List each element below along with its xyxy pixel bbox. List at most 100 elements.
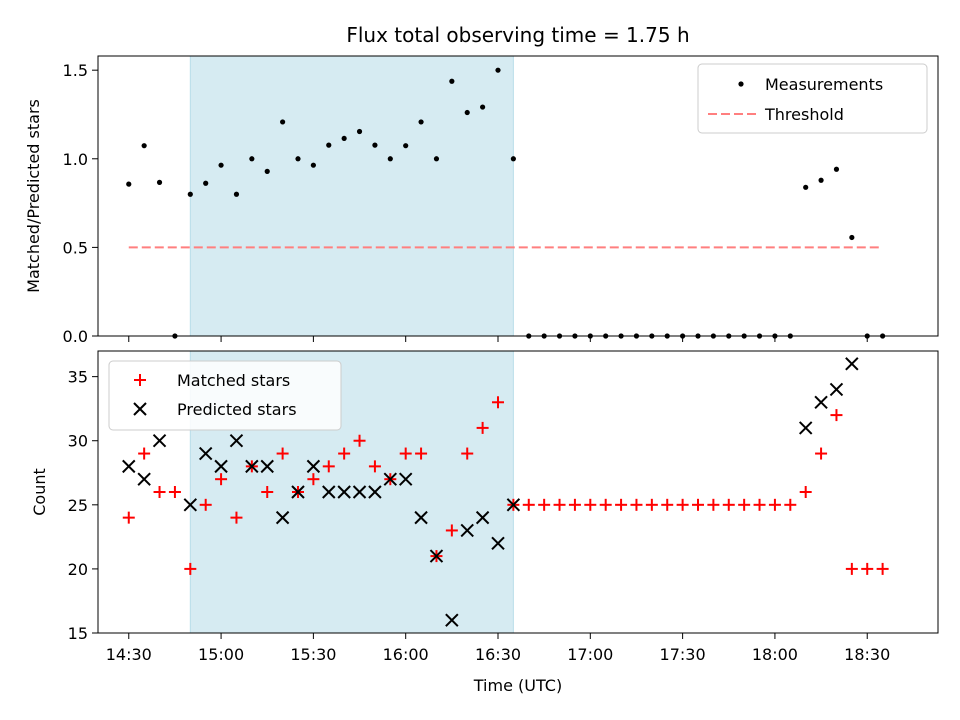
predicted-star-point xyxy=(829,382,844,397)
top-plot-frame xyxy=(97,55,939,337)
matched-star-point xyxy=(353,434,366,447)
measurement-point xyxy=(218,162,224,168)
measurement-point xyxy=(372,142,378,148)
bottom-data-marks xyxy=(122,357,889,627)
predicted-star-point xyxy=(260,459,274,474)
predicted-star-point xyxy=(491,536,505,550)
measurement-point xyxy=(387,156,393,162)
x-tick-label: 16:30 xyxy=(475,645,521,664)
legend-matched-label: Matched stars xyxy=(177,371,290,390)
measurement-point xyxy=(156,179,163,185)
legend-matched-marker xyxy=(134,374,146,386)
predicted-star-point xyxy=(814,395,828,409)
x-tick-label: 15:00 xyxy=(198,645,244,664)
matched-star-point xyxy=(845,562,858,575)
predicted-star-point xyxy=(845,357,859,371)
matched-star-point xyxy=(799,486,812,498)
predicted-star-point xyxy=(275,510,290,525)
matched-star-point xyxy=(368,460,381,473)
matched-star-point xyxy=(876,562,889,575)
x-tick-label: 18:30 xyxy=(844,645,890,664)
measurement-point xyxy=(310,162,316,168)
y-tick-label: 0.0 xyxy=(63,327,88,346)
matched-star-point xyxy=(722,498,735,511)
x-tick-label: 17:30 xyxy=(660,645,706,664)
legend-predicted-marker xyxy=(133,402,147,416)
legend-measurements-label: Measurements xyxy=(765,75,883,94)
matched-star-point xyxy=(753,498,766,511)
matched-star-point xyxy=(338,447,351,460)
predicted-star-point xyxy=(137,472,151,486)
predicted-star-point xyxy=(398,472,413,486)
matched-star-point xyxy=(599,498,612,511)
y-tick-label: 35 xyxy=(68,368,88,387)
measurement-point xyxy=(480,104,486,110)
top-y-ticks: 0.0 0.5 1.0 1.5 xyxy=(63,61,98,346)
measurement-point xyxy=(280,119,286,125)
matched-star-point xyxy=(307,473,320,486)
predicted-star-point xyxy=(183,498,198,512)
legend-predicted-label: Predicted stars xyxy=(177,400,297,419)
matched-star-point xyxy=(630,498,643,511)
y-tick-label: 1.0 xyxy=(63,150,88,169)
matched-star-point xyxy=(168,486,181,498)
measurement-point xyxy=(187,191,193,197)
measurement-point xyxy=(449,78,455,84)
predicted-star-point xyxy=(152,434,167,448)
matched-star-point xyxy=(153,486,166,498)
x-axis-label: Time (UTC) xyxy=(473,676,562,695)
matched-star-point xyxy=(584,498,597,511)
measurement-point xyxy=(849,234,855,241)
measurement-point xyxy=(833,166,840,172)
predicted-star-point xyxy=(306,459,321,474)
matched-star-point xyxy=(276,447,289,460)
matched-star-point xyxy=(661,498,674,511)
predicted-star-point xyxy=(337,485,351,499)
bottom-y-axis-label: Count xyxy=(30,468,49,516)
matched-star-point xyxy=(707,498,720,511)
matched-star-point xyxy=(676,498,689,511)
matched-star-point xyxy=(461,447,474,460)
predicted-star-point xyxy=(445,613,459,627)
predicted-star-point xyxy=(322,485,336,499)
measurement-point xyxy=(326,142,332,148)
matched-star-point xyxy=(522,498,535,511)
matched-star-point xyxy=(492,396,504,409)
y-tick-label: 1.5 xyxy=(63,61,88,80)
matched-star-point xyxy=(645,498,658,511)
measurement-point xyxy=(203,180,209,186)
y-tick-label: 30 xyxy=(68,432,88,451)
measurement-point xyxy=(803,184,809,190)
matched-star-point xyxy=(445,524,458,537)
predicted-star-point xyxy=(352,485,367,499)
x-tick-label: 16:00 xyxy=(383,645,429,664)
bottom-y-ticks: 15 20 25 30 35 xyxy=(68,368,98,643)
matched-star-point xyxy=(738,498,751,511)
measurement-point xyxy=(341,135,347,142)
y-tick-label: 0.5 xyxy=(63,238,88,257)
bottom-x-ticks: 14:30 15:00 15:30 16:00 16:30 17:00 17:30 18:00… xyxy=(106,633,890,664)
measurement-point xyxy=(495,67,501,73)
top-y-axis-label: Matched/Predicted stars xyxy=(24,99,43,293)
matched-star-point xyxy=(122,511,135,524)
matched-star-point xyxy=(615,498,628,511)
measurement-point xyxy=(510,156,516,162)
matched-star-point xyxy=(199,498,212,511)
measurement-point xyxy=(264,168,270,174)
measurement-point xyxy=(403,143,409,149)
measurement-point xyxy=(818,177,824,183)
matched-star-point xyxy=(476,421,489,434)
predicted-star-point xyxy=(460,523,474,538)
measurement-point xyxy=(233,191,240,197)
measurement-point xyxy=(433,156,440,162)
matched-star-point xyxy=(538,498,551,511)
bottom-plot-frame xyxy=(97,350,939,634)
predicted-star-point xyxy=(414,510,428,525)
y-tick-label: 20 xyxy=(68,560,88,579)
x-tick-label: 15:30 xyxy=(290,645,336,664)
matched-star-point xyxy=(815,447,828,460)
predicted-star-point xyxy=(229,434,244,448)
measurement-point xyxy=(295,156,301,162)
top-x-ticks xyxy=(128,336,868,342)
